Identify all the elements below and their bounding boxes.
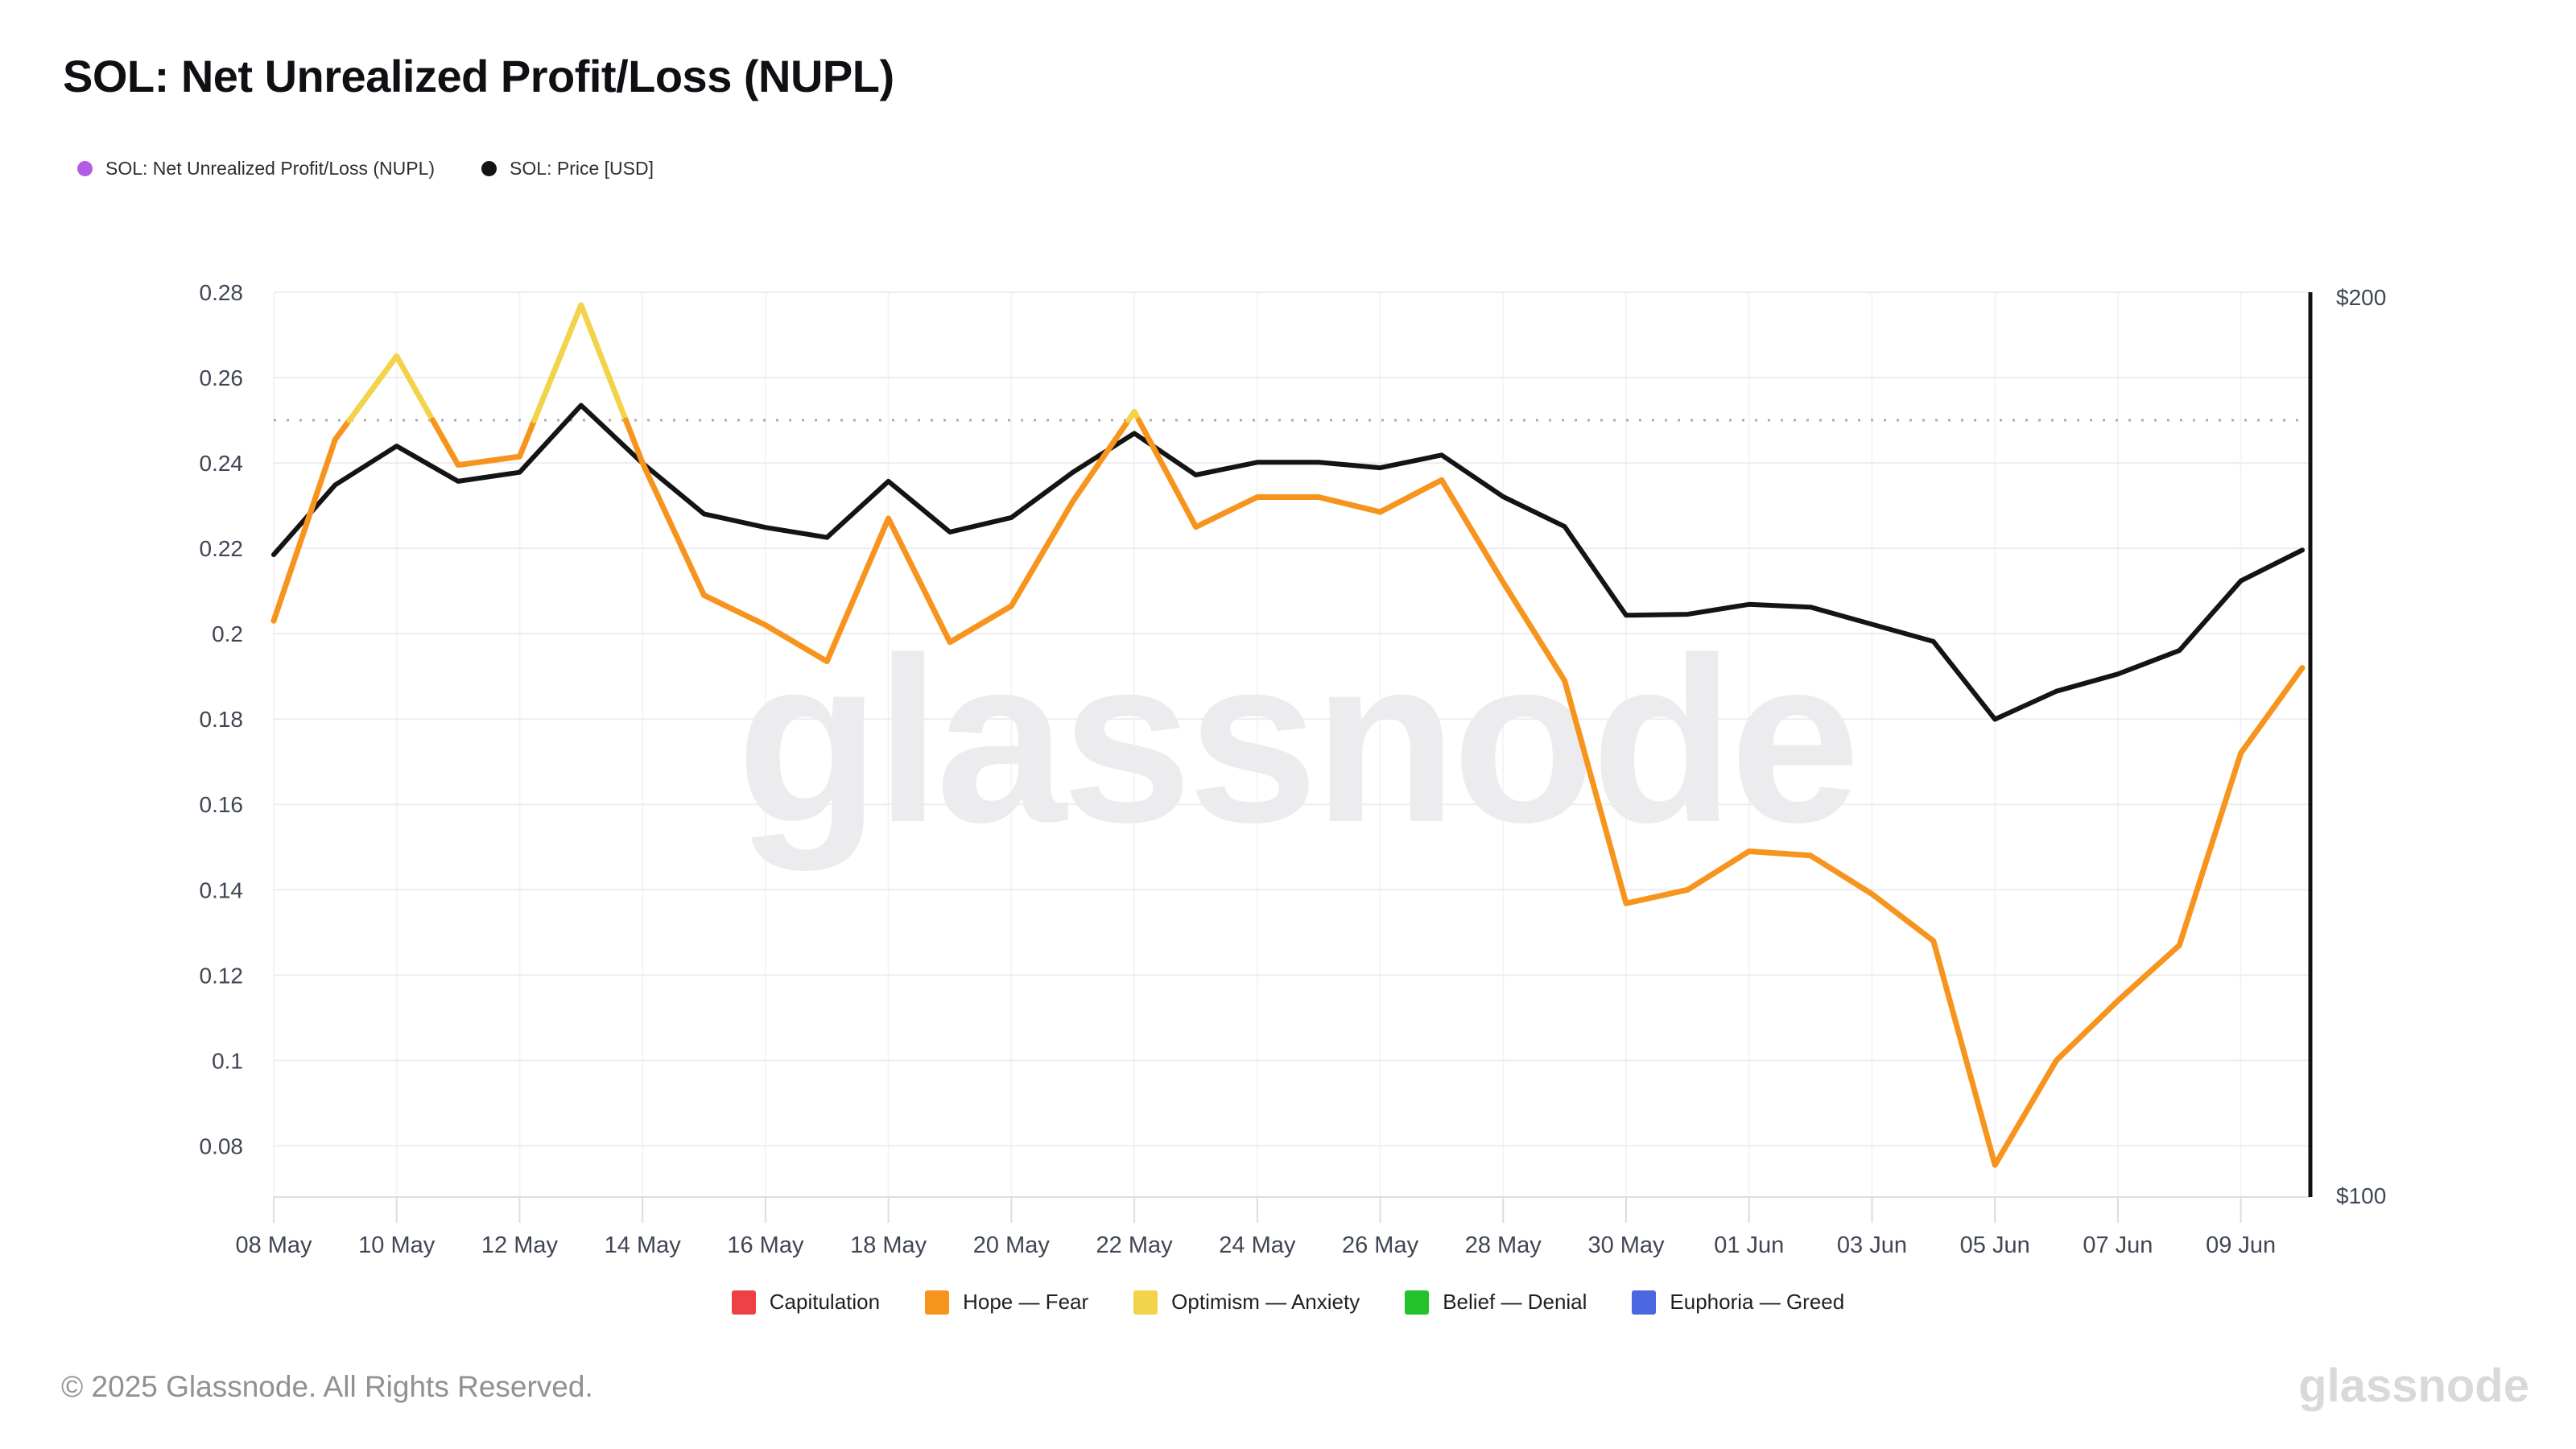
nupl-line-segment <box>1125 409 1142 423</box>
nupl-line-segment <box>270 417 353 624</box>
x-tick-label: 08 May <box>235 1232 312 1258</box>
y-tick-label: 0.2 <box>212 621 243 646</box>
price-axis-label-bottom: $100 <box>2336 1183 2386 1208</box>
nupl-line-segment <box>1136 417 2306 1168</box>
y-tick-label: 0.12 <box>200 963 244 988</box>
y-tick-label: 0.1 <box>212 1048 243 1073</box>
y-tick-label: 0.28 <box>200 280 244 305</box>
price-line <box>271 402 2305 722</box>
capitulation-swatch-icon <box>731 1290 756 1315</box>
x-tick-label: 20 May <box>973 1232 1051 1258</box>
price-series-dot-icon <box>481 161 497 176</box>
y-tick-label: 0.16 <box>200 792 244 817</box>
glassnode-logo: glassnode <box>2298 1360 2529 1412</box>
nupl-line-segment <box>623 417 1132 665</box>
copyright-text: © 2025 Glassnode. All Rights Reserved. <box>61 1370 593 1403</box>
nupl-series-dot-icon <box>77 161 93 176</box>
y-tick-label: 0.14 <box>200 877 244 902</box>
series-legend-item-nupl[interactable]: SOL: Net Unrealized Profit/Loss (NUPL) <box>77 158 435 180</box>
x-tick-label: 22 May <box>1096 1232 1174 1258</box>
bands-legend: Capitulation Hope — Fear Optimism — Anxi… <box>0 1290 2576 1315</box>
x-tick-label: 03 Jun <box>1837 1232 1907 1258</box>
x-tick-label: 09 Jun <box>2206 1232 2276 1258</box>
band-legend-label: Hope — Fear <box>963 1290 1089 1314</box>
x-tick-label: 26 May <box>1342 1232 1419 1258</box>
euphoria-greed-swatch-icon <box>1632 1290 1657 1315</box>
nupl-line-segment <box>346 353 436 423</box>
band-legend-label: Optimism — Anxiety <box>1171 1290 1360 1314</box>
y-tick-label: 0.22 <box>200 536 244 561</box>
watermark-text: glassnode <box>737 609 1856 873</box>
series-legend-label-price: SOL: Price [USD] <box>510 158 654 179</box>
x-tick-label: 05 Jun <box>1960 1232 2030 1258</box>
y-tick-label: 0.24 <box>200 451 244 476</box>
y-tick-label: 0.18 <box>200 707 244 732</box>
y-tick-label: 0.26 <box>200 365 244 390</box>
series-legend-item-price[interactable]: SOL: Price [USD] <box>481 158 654 180</box>
price-axis-label-top: $200 <box>2336 285 2386 310</box>
series-legend: SOL: Net Unrealized Profit/Loss (NUPL) S… <box>77 158 654 180</box>
band-legend-item-euphoria-greed[interactable]: Euphoria — Greed <box>1632 1290 1844 1315</box>
band-legend-item-belief-denial[interactable]: Belief — Denial <box>1405 1290 1587 1315</box>
x-tick-label: 10 May <box>358 1232 436 1258</box>
hope-fear-swatch-icon <box>925 1290 950 1315</box>
x-tick-label: 28 May <box>1465 1232 1542 1258</box>
y-tick-label: 0.08 <box>200 1133 244 1158</box>
belief-denial-swatch-icon <box>1405 1290 1430 1315</box>
band-legend-item-capitulation[interactable]: Capitulation <box>731 1290 881 1315</box>
page-title: SOL: Net Unrealized Profit/Loss (NUPL) <box>63 51 894 101</box>
x-tick-label: 18 May <box>850 1232 927 1258</box>
x-tick-label: 01 Jun <box>1714 1232 1784 1258</box>
x-tick-label: 14 May <box>605 1232 682 1258</box>
x-tick-label: 30 May <box>1587 1232 1665 1258</box>
band-legend-label: Euphoria — Greed <box>1670 1290 1845 1314</box>
band-legend-item-hope-fear[interactable]: Hope — Fear <box>925 1290 1088 1315</box>
nupl-line-segment <box>531 302 629 423</box>
band-legend-label: Capitulation <box>769 1290 881 1314</box>
x-tick-label: 07 Jun <box>2083 1232 2153 1258</box>
series-legend-label-nupl: SOL: Net Unrealized Profit/Loss (NUPL) <box>105 158 436 179</box>
x-tick-label: 12 May <box>481 1232 559 1258</box>
x-tick-label: 24 May <box>1219 1232 1296 1258</box>
band-legend-label: Belief — Denial <box>1443 1290 1587 1314</box>
x-tick-label: 16 May <box>727 1232 804 1258</box>
band-legend-item-optimism-anxiety[interactable]: Optimism — Anxiety <box>1133 1290 1360 1315</box>
nupl-line-segment <box>430 417 538 469</box>
optimism-anxiety-swatch-icon <box>1133 1290 1158 1315</box>
